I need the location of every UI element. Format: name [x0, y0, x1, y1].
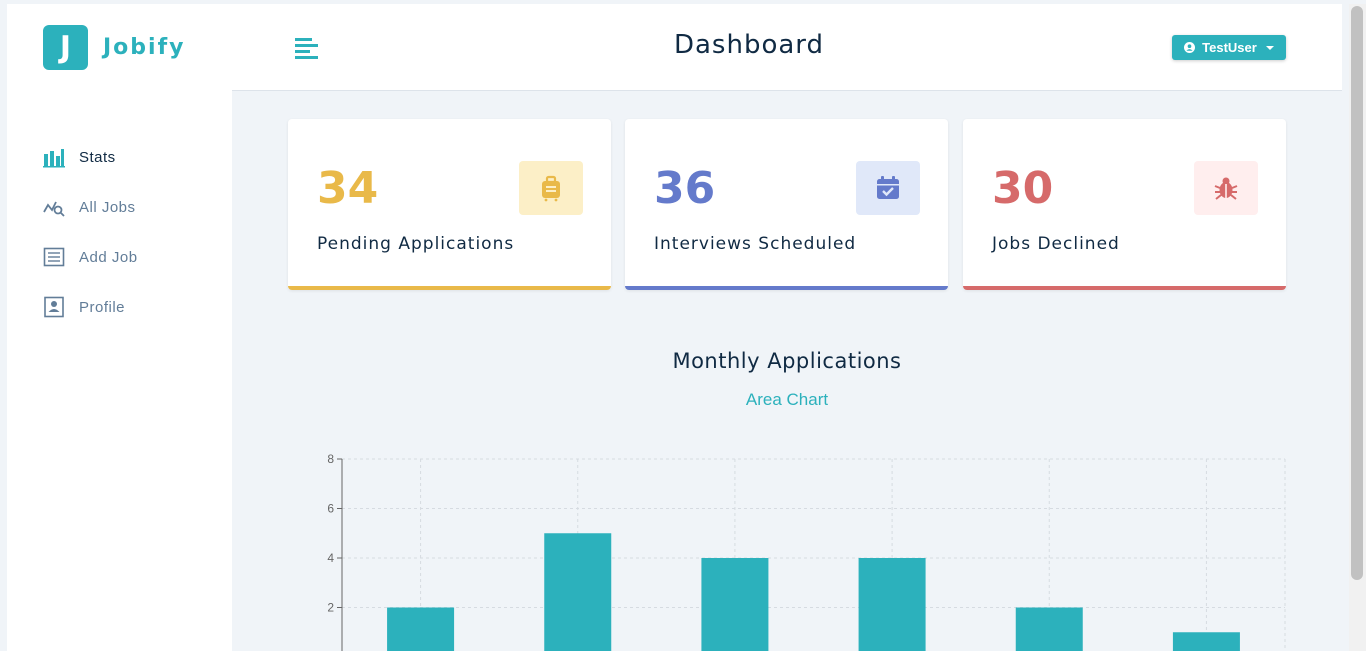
user-name: TestUser: [1202, 40, 1257, 55]
user-circle-icon: [1184, 42, 1196, 53]
stat-label: Jobs Declined: [992, 234, 1120, 254]
chart-bar: [387, 607, 455, 651]
stat-label: Interviews Scheduled: [654, 234, 857, 254]
scrollbar-thumb[interactable]: [1351, 6, 1363, 580]
stat-card-interviews: 36 Interviews Scheduled: [625, 119, 948, 290]
y-tick-label: 8: [327, 452, 334, 466]
top-navbar: Dashboard TestUser: [232, 4, 1342, 91]
bar-chart-icon: [43, 146, 65, 168]
sidebar-nav: Stats All Jobs Add Job Profile: [43, 132, 138, 332]
form-icon: [43, 246, 65, 268]
stat-count: 36: [654, 163, 716, 214]
chart-bar: [544, 533, 612, 651]
caret-down-icon: [1265, 45, 1274, 50]
profile-icon: [43, 296, 65, 318]
sidebar-item-label: All Jobs: [79, 198, 136, 216]
stat-accent-bar: [625, 286, 948, 290]
stat-card-pending: 34 Pending Applications: [288, 119, 611, 290]
chart-bar: [858, 558, 926, 651]
sidebar-item-add-job[interactable]: Add Job: [43, 232, 138, 282]
bar-chart: 2 4 6 8: [327, 452, 1286, 651]
y-tick-label: 2: [327, 601, 334, 615]
brand-name: Jobify: [103, 35, 186, 60]
sidebar-item-label: Add Job: [79, 248, 138, 266]
logo: J: [43, 25, 88, 70]
user-menu-button[interactable]: TestUser: [1172, 35, 1286, 60]
chart-bar: [1015, 607, 1083, 651]
chart-heading: Monthly Applications: [672, 349, 902, 373]
sidebar-item-label: Profile: [79, 298, 126, 316]
align-left-icon: [295, 38, 318, 59]
sidebar: J Jobify Stats All Jobs Add Job Profile: [7, 4, 232, 651]
page-title: Dashboard: [673, 30, 825, 60]
sidebar-item-label: Stats: [79, 148, 116, 166]
stat-count: 34: [317, 163, 379, 214]
sidebar-item-profile[interactable]: Profile: [43, 282, 138, 332]
brand[interactable]: J Jobify: [43, 25, 186, 70]
chart-type-toggle[interactable]: Area Chart: [745, 390, 829, 409]
sidebar-item-all-jobs[interactable]: All Jobs: [43, 182, 138, 232]
stat-accent-bar: [288, 286, 611, 290]
stat-label: Pending Applications: [317, 234, 515, 254]
stat-count: 30: [992, 163, 1054, 214]
chart-bar: [1172, 632, 1240, 651]
bug-icon: [1194, 161, 1258, 215]
menu-toggle-button[interactable]: [294, 35, 320, 61]
stat-card-declined: 30 Jobs Declined: [963, 119, 1286, 290]
y-tick-label: 6: [327, 502, 334, 516]
sidebar-item-stats[interactable]: Stats: [43, 132, 138, 182]
calendar-check-icon: [856, 161, 920, 215]
suitcase-icon: [519, 161, 583, 215]
query-stats-icon: [43, 196, 65, 218]
y-tick-label: 4: [327, 551, 334, 565]
top-strip: [0, 0, 1366, 4]
stat-accent-bar: [963, 286, 1286, 290]
chart-bar: [701, 558, 769, 651]
